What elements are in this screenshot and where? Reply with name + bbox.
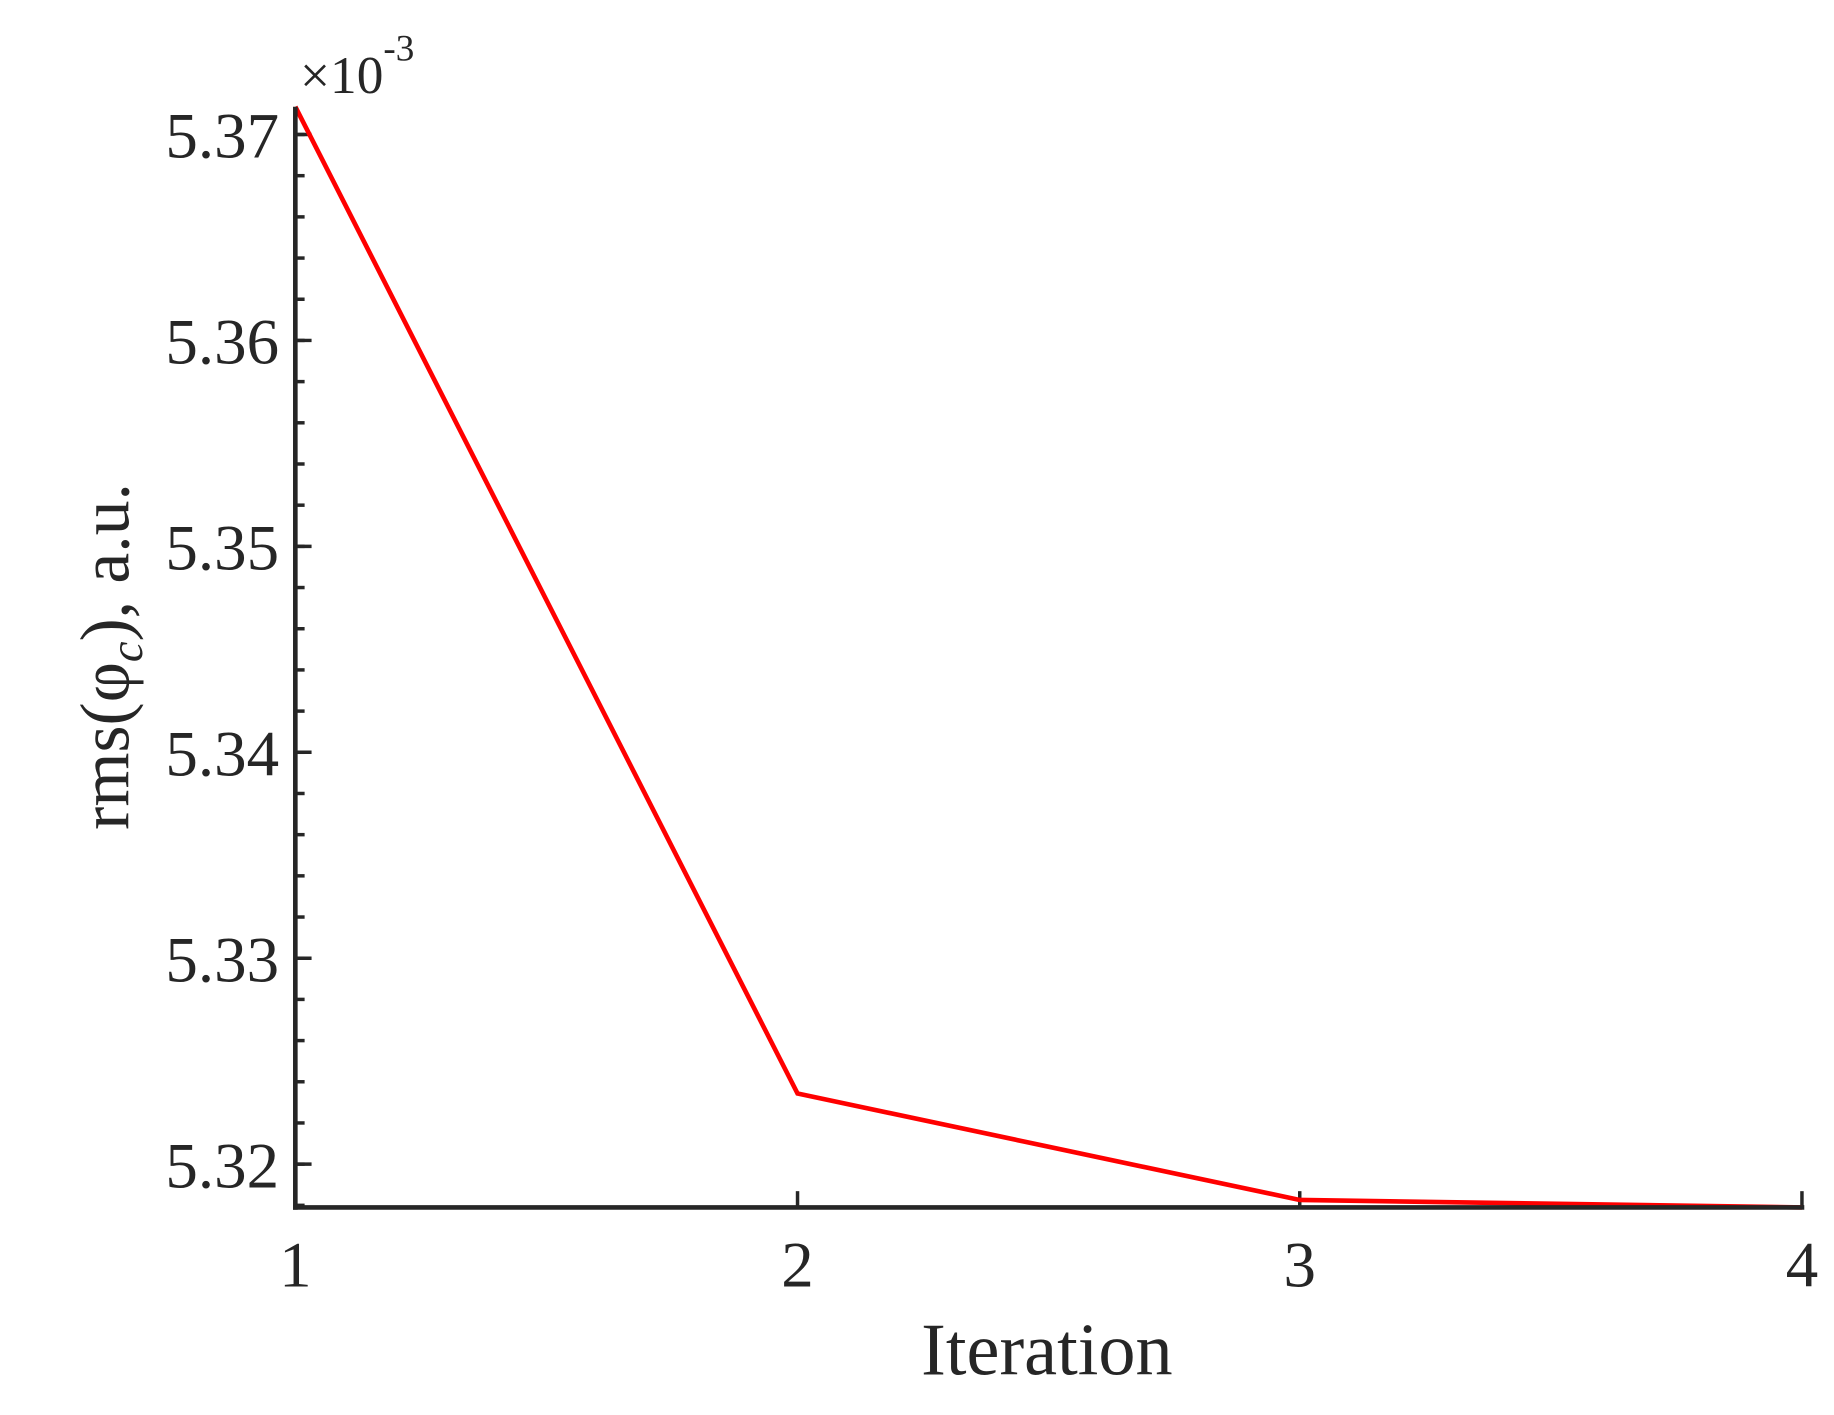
y-multiplier-base: ×10 <box>300 45 383 105</box>
y-axis-title-subscript: c <box>102 641 153 662</box>
y-tick-label: 5.33 <box>165 924 279 996</box>
x-tick-label: 2 <box>781 1229 813 1301</box>
y-tick-label: 5.36 <box>165 307 279 379</box>
y-tick-label: 5.34 <box>165 718 279 790</box>
y-axis-title: rms(φc), a.u. <box>67 483 153 830</box>
y-tick-label: 5.37 <box>165 101 279 173</box>
x-tick-label: 4 <box>1786 1229 1818 1301</box>
data-line <box>293 105 1802 1210</box>
x-tick-label: 3 <box>1284 1229 1316 1301</box>
y-tick-label: 5.32 <box>165 1130 279 1202</box>
y-multiplier: ×10-3 <box>300 28 414 104</box>
x-tick-label: 1 <box>279 1229 311 1301</box>
y-tick-label: 5.35 <box>165 513 279 585</box>
y-axis-title-main: rms(φ <box>67 662 144 830</box>
y-multiplier-exponent: -3 <box>383 28 414 69</box>
x-axis-title: Iteration <box>921 1309 1172 1391</box>
y-axis-title-suffix: ), a.u. <box>67 483 144 641</box>
